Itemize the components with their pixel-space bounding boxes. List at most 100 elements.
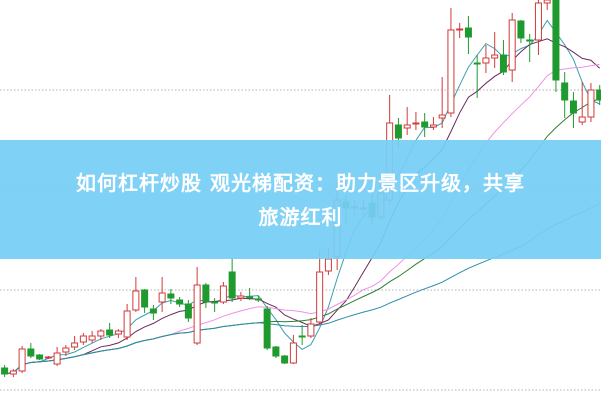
candle-body	[473, 62, 481, 65]
candle-body	[237, 295, 245, 299]
candle	[132, 277, 140, 312]
candle	[202, 283, 210, 308]
candle	[176, 297, 184, 307]
candle-body	[228, 271, 236, 299]
candle	[219, 282, 227, 304]
candle	[106, 323, 114, 338]
candle-body	[307, 323, 315, 337]
article-title-line-2: 旅游红利	[258, 204, 343, 229]
candle-body	[447, 29, 455, 114]
candle-body	[254, 298, 262, 301]
candle	[569, 92, 577, 128]
candle-body	[587, 89, 595, 118]
candle-body	[499, 54, 507, 73]
candle	[508, 13, 516, 82]
candle	[499, 40, 507, 75]
candle-body	[62, 347, 70, 353]
candle-body	[202, 284, 210, 303]
candle-body	[184, 303, 192, 319]
candle	[447, 8, 455, 117]
candle	[281, 355, 289, 364]
candle	[246, 288, 254, 300]
title-banner: 如何杠杆炒股 观光梯配资：助力景区升级，共享 旅游红利	[0, 140, 601, 259]
candle	[167, 289, 175, 304]
candle-body	[158, 292, 166, 303]
candle	[429, 117, 437, 130]
candle	[149, 305, 157, 320]
candle-body	[176, 299, 184, 305]
candle	[237, 292, 245, 301]
candle	[158, 277, 166, 312]
candle-body	[456, 28, 464, 31]
candle-body	[149, 308, 157, 314]
candle	[71, 336, 79, 350]
candle	[578, 82, 586, 125]
candle-body	[71, 342, 79, 348]
ma10-line	[4, 38, 601, 375]
candle-body	[569, 100, 577, 114]
candle-body	[429, 124, 437, 128]
candle	[123, 304, 131, 340]
candle-body	[316, 271, 324, 323]
candle	[228, 258, 236, 302]
candle-body	[27, 348, 35, 357]
candle-body	[438, 114, 446, 119]
candle	[88, 331, 96, 343]
candle	[534, 0, 542, 55]
candle-body	[106, 329, 114, 336]
candle	[587, 83, 595, 122]
candle-body	[167, 293, 175, 299]
candle-body	[79, 335, 87, 343]
candle	[289, 335, 297, 364]
candle	[464, 16, 472, 54]
candle-body	[394, 124, 402, 139]
candle	[263, 306, 271, 350]
candle	[114, 329, 122, 338]
candle	[421, 113, 429, 137]
ma5-line	[4, 19, 600, 375]
candle	[438, 77, 446, 128]
candle	[97, 329, 105, 340]
candle	[193, 267, 201, 345]
candle	[517, 20, 525, 43]
candle-body	[141, 289, 149, 308]
candle-body	[578, 116, 586, 123]
candle-body	[482, 57, 490, 64]
candle-body	[97, 330, 105, 337]
candle-body	[421, 121, 429, 128]
candle-body	[53, 352, 61, 365]
candle-body	[561, 82, 569, 101]
candle-body	[211, 301, 219, 304]
candle-body	[596, 89, 601, 101]
candle-body	[1, 367, 9, 375]
candle	[27, 343, 35, 358]
candle-body	[298, 335, 306, 338]
candle-body	[281, 355, 289, 364]
candle-body	[508, 19, 516, 71]
candle	[456, 23, 464, 38]
candle-body	[88, 335, 96, 341]
candle	[482, 45, 490, 73]
candle-body	[123, 310, 131, 338]
candle	[412, 112, 420, 130]
candle-body	[193, 284, 201, 344]
candle	[18, 346, 26, 373]
candle-body	[219, 285, 227, 303]
candle-body	[9, 370, 17, 375]
candle	[473, 55, 481, 98]
candle	[596, 85, 601, 105]
candle	[307, 318, 315, 338]
candle	[254, 296, 262, 302]
candle	[79, 333, 87, 345]
candle	[561, 72, 569, 118]
candle	[62, 345, 70, 356]
candle	[272, 346, 280, 358]
candle-body	[526, 39, 534, 42]
candle	[44, 356, 52, 359]
candle	[9, 369, 17, 377]
candle-body	[44, 356, 52, 359]
candle	[1, 365, 9, 377]
candle-body	[114, 330, 122, 335]
article-title-line-1: 如何杠杆炒股 观光梯配资：助力景区升级，共享	[76, 170, 525, 195]
